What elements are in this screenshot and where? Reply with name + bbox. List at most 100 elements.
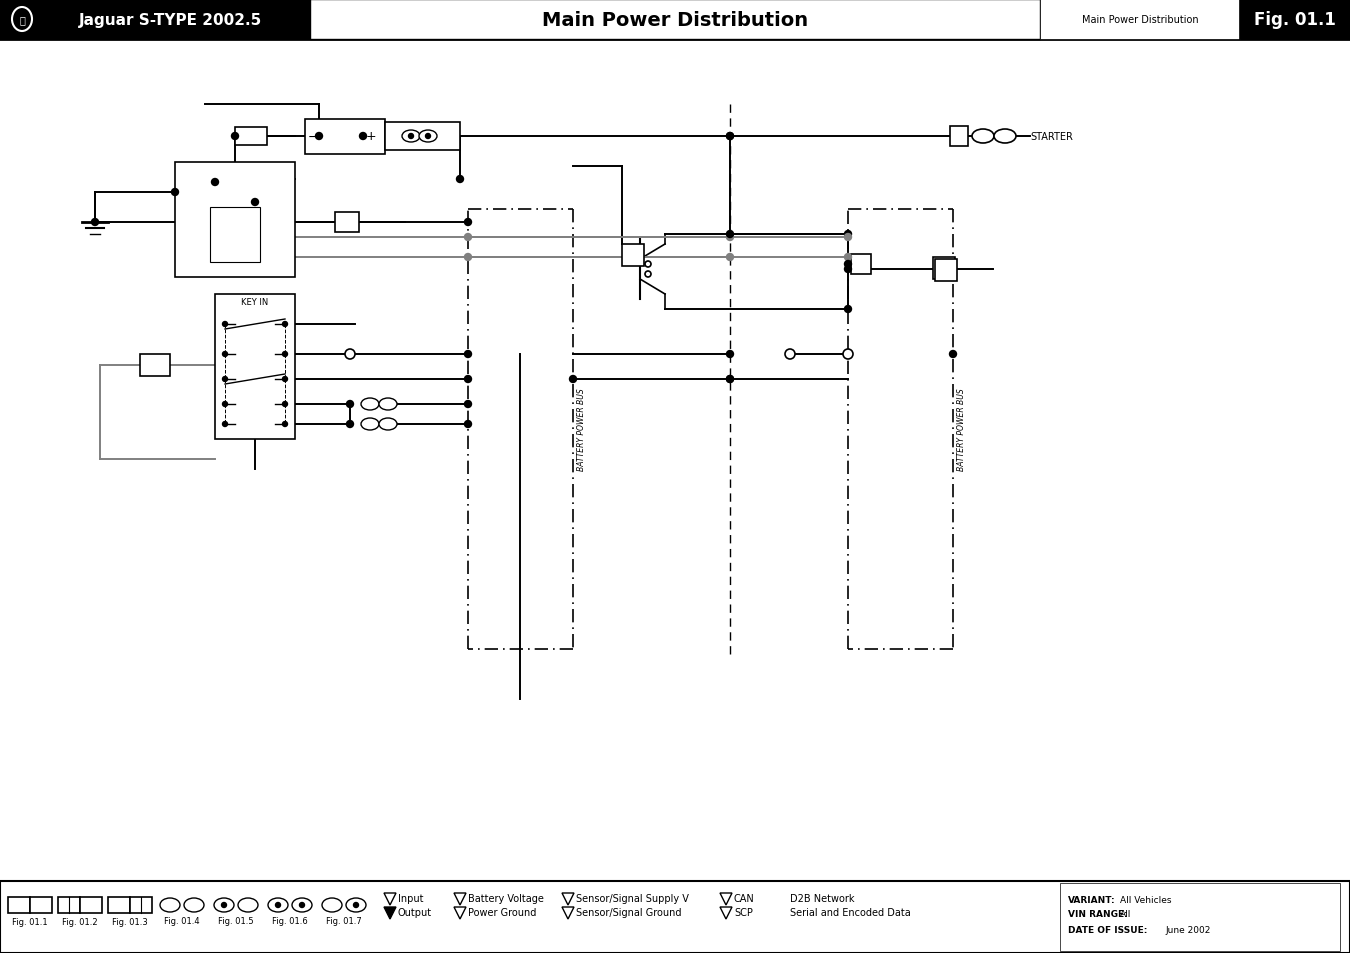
Circle shape — [842, 350, 853, 359]
Circle shape — [223, 322, 228, 327]
Ellipse shape — [238, 898, 258, 912]
Circle shape — [282, 352, 288, 357]
Ellipse shape — [418, 131, 437, 143]
Circle shape — [464, 254, 471, 261]
Circle shape — [845, 254, 852, 261]
Ellipse shape — [184, 898, 204, 912]
Bar — [0, 0, 310, 40]
Bar — [215, 294, 296, 439]
Circle shape — [726, 133, 733, 140]
Polygon shape — [720, 893, 732, 905]
Circle shape — [464, 219, 471, 226]
Text: Fig. 01.6: Fig. 01.6 — [273, 916, 308, 925]
Ellipse shape — [161, 898, 180, 912]
Circle shape — [464, 421, 471, 428]
Circle shape — [845, 232, 852, 238]
Circle shape — [171, 190, 178, 196]
Circle shape — [726, 376, 733, 383]
Ellipse shape — [379, 418, 397, 431]
Circle shape — [726, 376, 733, 383]
Text: VARIANT:: VARIANT: — [1068, 895, 1115, 904]
Bar — [130, 897, 153, 913]
Text: D2B Network: D2B Network — [790, 893, 855, 903]
Circle shape — [456, 176, 463, 183]
Text: All Vehicles: All Vehicles — [1120, 895, 1172, 904]
Ellipse shape — [269, 898, 288, 912]
Text: June 2002: June 2002 — [1165, 925, 1211, 934]
Text: Serial and Encoded Data: Serial and Encoded Data — [790, 907, 911, 917]
Bar — [8, 6, 36, 34]
Circle shape — [282, 402, 288, 407]
Text: Fig. 01.1: Fig. 01.1 — [1254, 11, 1336, 29]
Text: Sensor/Signal Ground: Sensor/Signal Ground — [576, 907, 682, 917]
Circle shape — [223, 402, 228, 407]
Bar — [235, 128, 267, 146]
Circle shape — [282, 322, 288, 327]
Text: Battery Voltage: Battery Voltage — [468, 893, 544, 903]
Bar — [850, 254, 871, 274]
Circle shape — [726, 133, 733, 140]
Circle shape — [464, 234, 471, 241]
Text: Main Power Distribution: Main Power Distribution — [541, 10, 809, 30]
Circle shape — [949, 351, 957, 358]
Bar — [8, 897, 30, 913]
Bar — [0, 882, 1350, 953]
Circle shape — [347, 421, 354, 428]
Ellipse shape — [323, 898, 342, 912]
Bar — [58, 897, 80, 913]
Circle shape — [845, 266, 852, 274]
Text: Power Ground: Power Ground — [468, 907, 536, 917]
Text: Main Power Distribution: Main Power Distribution — [1081, 15, 1199, 25]
Text: ⬛: ⬛ — [22, 15, 28, 25]
Text: KEY IN: KEY IN — [242, 298, 269, 307]
Polygon shape — [454, 907, 466, 919]
Bar — [335, 213, 359, 233]
Circle shape — [645, 272, 651, 277]
Bar — [305, 120, 385, 154]
Circle shape — [726, 254, 733, 261]
Text: Fig. 01.1: Fig. 01.1 — [12, 917, 47, 926]
Circle shape — [316, 133, 323, 140]
Bar — [140, 355, 170, 376]
Circle shape — [845, 261, 852, 268]
Bar — [1060, 883, 1341, 951]
Bar — [176, 163, 296, 277]
Circle shape — [354, 902, 359, 907]
Text: +: + — [366, 131, 377, 143]
Ellipse shape — [379, 398, 397, 411]
Bar — [30, 897, 53, 913]
Bar — [933, 257, 954, 280]
Ellipse shape — [360, 398, 379, 411]
Text: Fig. 01.3: Fig. 01.3 — [112, 917, 148, 926]
Polygon shape — [383, 893, 396, 905]
Circle shape — [282, 422, 288, 427]
Circle shape — [464, 376, 471, 383]
Circle shape — [221, 902, 227, 907]
Text: Sensor/Signal Supply V: Sensor/Signal Supply V — [576, 893, 688, 903]
Ellipse shape — [972, 130, 994, 144]
Text: CAN: CAN — [734, 893, 755, 903]
Text: Fig. 01.7: Fig. 01.7 — [327, 916, 362, 925]
Bar — [385, 123, 460, 151]
Ellipse shape — [360, 418, 379, 431]
Circle shape — [726, 234, 733, 241]
Text: SCP: SCP — [734, 907, 753, 917]
Circle shape — [92, 219, 99, 226]
Text: Input: Input — [398, 893, 424, 903]
Circle shape — [784, 350, 795, 359]
Circle shape — [275, 902, 281, 907]
Circle shape — [726, 351, 733, 358]
Text: Fig. 01.2: Fig. 01.2 — [62, 917, 97, 926]
Bar — [622, 245, 644, 267]
Circle shape — [845, 234, 852, 241]
Circle shape — [726, 232, 733, 238]
Circle shape — [347, 401, 354, 408]
Bar — [80, 897, 103, 913]
Circle shape — [223, 422, 228, 427]
Bar — [936, 260, 957, 282]
Circle shape — [464, 401, 471, 408]
Ellipse shape — [346, 898, 366, 912]
Text: BATTERY POWER BUS: BATTERY POWER BUS — [957, 388, 967, 471]
Bar — [950, 127, 968, 147]
Circle shape — [223, 377, 228, 382]
